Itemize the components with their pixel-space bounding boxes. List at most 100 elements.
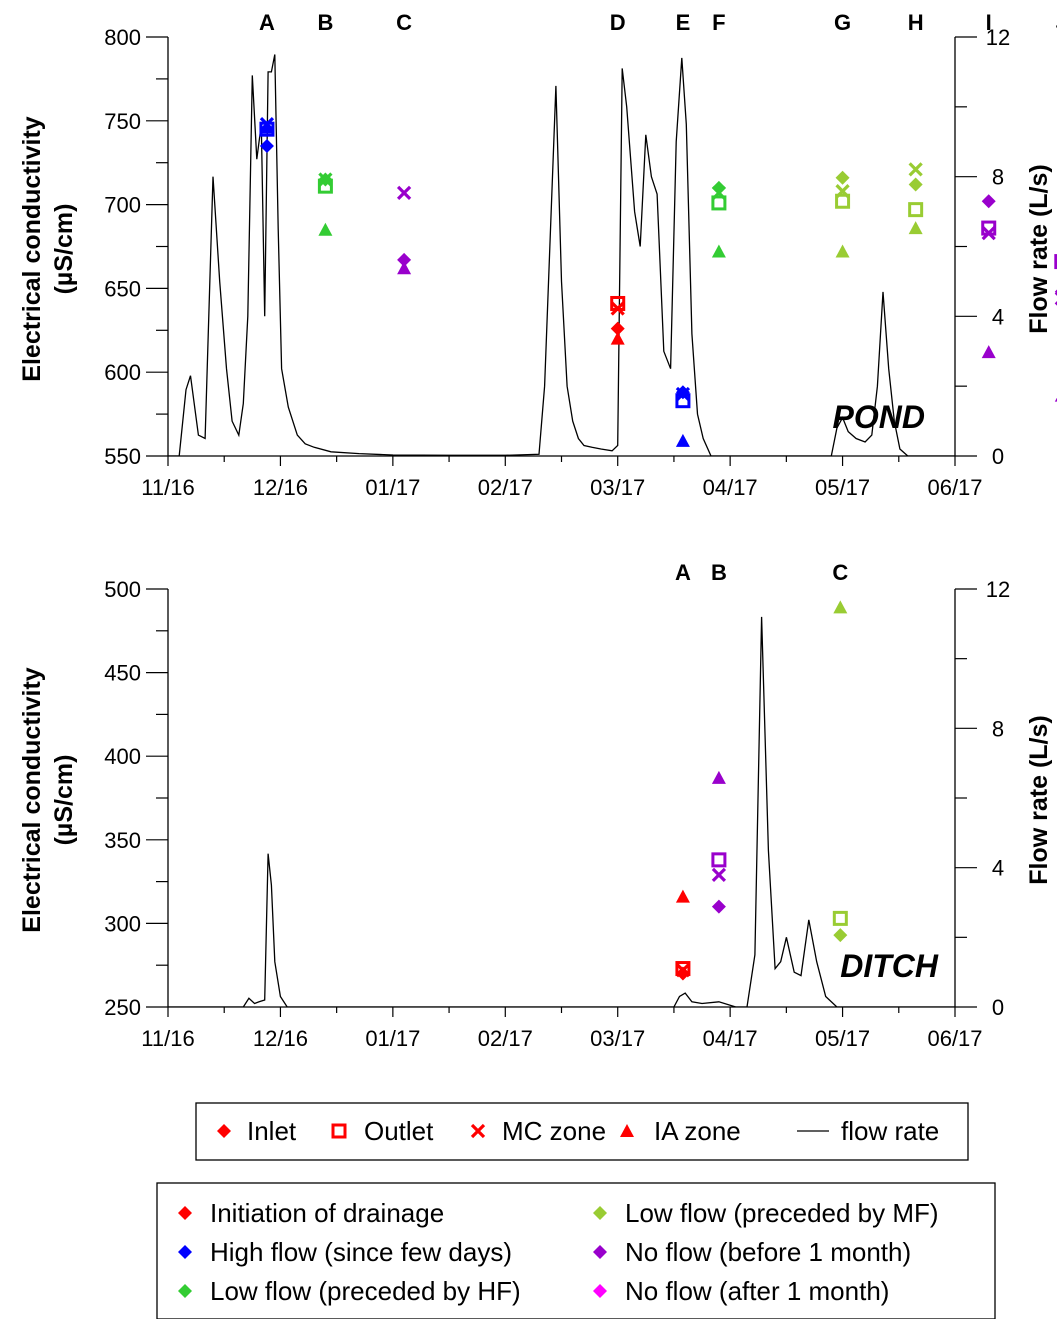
legend-item-label: IA zone — [654, 1116, 741, 1146]
mc-point-b — [318, 172, 333, 187]
event-label-e: E — [676, 10, 691, 35]
x-tick-label: 03/17 — [590, 1026, 645, 1051]
y-tick-label: 600 — [104, 360, 141, 385]
flow-rate-line — [168, 616, 955, 1007]
ia-point-i — [981, 345, 996, 359]
legend-markers: Inlet Outlet MC zone IA zone flow rate — [195, 1102, 969, 1161]
y-axis-title: Electrical conductivity (µS/cm) — [18, 116, 78, 381]
y-tick-label: 400 — [104, 744, 141, 769]
outlet-point-c — [832, 910, 848, 926]
x-tick-label: 01/17 — [365, 475, 420, 500]
legend-triangle-swatch — [620, 1124, 634, 1137]
legend-diamond-swatch — [593, 1245, 607, 1259]
legend-diamond-swatch — [178, 1284, 192, 1298]
event-label-h: H — [908, 10, 924, 35]
legend-cross-swatch — [470, 1123, 486, 1139]
y-tick-label: 800 — [104, 25, 141, 50]
mc-point-f — [711, 185, 727, 200]
legend-diamond-swatch — [593, 1284, 607, 1298]
inlet-point-a — [259, 138, 274, 153]
event-label-b: B — [317, 10, 333, 35]
mc-point-i — [981, 225, 996, 241]
inlet-point-c — [397, 252, 412, 267]
y2-tick-label: 8 — [992, 716, 1004, 741]
legend-item-low-flow-mf: Low flow (preceded by MF) — [593, 1198, 939, 1228]
legend-diamond-swatch — [217, 1124, 231, 1138]
event-label-a: A — [675, 560, 691, 585]
legend-diamond-swatch — [178, 1245, 192, 1259]
legend-item-label: High flow (since few days) — [210, 1237, 512, 1267]
mc-point-d — [610, 301, 625, 316]
y-tick-label: 250 — [104, 995, 141, 1020]
outlet-point-j — [1054, 254, 1057, 270]
ia-point-h — [908, 221, 923, 235]
ia-point-c — [833, 600, 848, 614]
ia-point-g — [835, 244, 850, 258]
legend-item-label: Inlet — [247, 1116, 297, 1146]
inlet-point-g — [835, 170, 850, 185]
legend-item-no-flow-before: No flow (before 1 month) — [593, 1237, 911, 1267]
legend-item-label: Outlet — [364, 1116, 434, 1146]
legend-item-label: MC zone — [502, 1116, 606, 1146]
event-label-i: I — [986, 10, 992, 35]
event-label-b: B — [711, 560, 727, 585]
x-tick-label: 02/17 — [478, 1026, 533, 1051]
event-label-f: F — [712, 10, 725, 35]
y2-tick-label: 4 — [992, 856, 1004, 881]
legend-item-label: Initiation of drainage — [210, 1198, 444, 1228]
y-axis-title: Electrical conductivity (µS/cm) — [18, 667, 78, 932]
outlet-point-f — [711, 195, 727, 211]
legend-item-no-flow-after: No flow (after 1 month) — [593, 1276, 889, 1306]
y2-tick-label: 4 — [992, 304, 1004, 329]
x-tick-label: 06/17 — [927, 1026, 982, 1051]
y2-tick-label: 0 — [992, 995, 1004, 1020]
event-label-d: D — [610, 10, 626, 35]
legend-item-high-flow: High flow (since few days) — [178, 1237, 512, 1267]
event-label-j: J — [1056, 10, 1057, 35]
y-tick-label: 300 — [104, 911, 141, 936]
inlet-point-b — [711, 899, 726, 914]
event-label-c: C — [396, 10, 412, 35]
ia-point-b — [318, 222, 333, 236]
x-tick-label: 05/17 — [815, 1026, 870, 1051]
legend-item-low-flow-hf: Low flow (preceded by HF) — [178, 1276, 521, 1306]
ia-point-a — [259, 120, 274, 134]
inlet-point-a — [675, 966, 690, 981]
legend-item-ia-zone: IA zone — [620, 1116, 741, 1146]
legend-item-label: flow rate — [841, 1116, 939, 1146]
chart-pond: 11/16 12/16 01/17 02/17 03/17 04/17 05/17 06/17… — [18, 10, 1057, 500]
y2-axis-title: Flow rate (L/s) — [1025, 164, 1053, 333]
mc-point-g — [835, 184, 850, 199]
chart-ditch: 11/16 12/16 01/17 02/17 03/17 04/17 05/17 06/17… — [18, 560, 1053, 1051]
y-tick-label: 450 — [104, 661, 141, 686]
legend-markers-box — [195, 1102, 969, 1161]
y-tick-label: 550 — [104, 444, 141, 469]
x-tick-label: 11/16 — [141, 475, 194, 500]
y2-tick-label: 0 — [992, 444, 1004, 469]
y2-tick-label: 8 — [992, 165, 1004, 190]
x-tick-label: 12/16 — [253, 475, 308, 500]
y-tick-label: 350 — [104, 828, 141, 853]
y2-axis-title: Flow rate (L/s) — [1025, 715, 1053, 884]
x-tick-label: 06/17 — [927, 475, 982, 500]
event-label-g: G — [834, 10, 851, 35]
outlet-point-h — [908, 202, 924, 218]
ia-point-a — [675, 889, 690, 903]
x-tick-label: 04/17 — [703, 475, 758, 500]
x-tick-label: 03/17 — [590, 475, 645, 500]
inlet-point-h — [908, 177, 923, 192]
panel-label-ditch: DITCH — [840, 948, 939, 984]
panel-label-pond: POND — [833, 399, 925, 435]
inlet-point-c — [833, 928, 848, 943]
legend-item-label: Low flow (preceded by MF) — [625, 1198, 939, 1228]
x-tick-label: 12/16 — [253, 1026, 308, 1051]
mc-point-a — [675, 963, 691, 978]
inlet-point-d — [610, 321, 625, 336]
inlet-point-i — [981, 194, 996, 209]
mc-point-e — [675, 386, 691, 402]
mc-point-b — [711, 867, 727, 883]
legend-item-flow-rate: flow rate — [797, 1116, 939, 1146]
x-tick-label: 01/17 — [365, 1026, 420, 1051]
y2-tick-label: 12 — [986, 25, 1010, 50]
